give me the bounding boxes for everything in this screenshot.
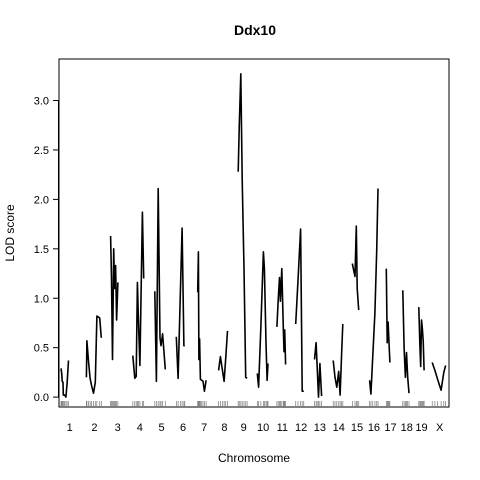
x-tick-label: 17	[384, 422, 396, 434]
x-axis: 1 2 3 4 5 6 7 8 9 10 11 12 13 14 15 16 17 18 19 X	[67, 422, 444, 434]
lod-curve-chr11	[276, 267, 287, 365]
lod-curve-chr1	[60, 360, 70, 398]
lod-curve-chr4	[132, 211, 145, 380]
lod-curve-chr9	[237, 73, 248, 379]
x-tick-label: 9	[241, 422, 247, 434]
y-tick-label: 3.0	[34, 96, 49, 108]
lod-curve-chr8	[217, 330, 229, 383]
x-tick-label: 2	[91, 422, 97, 434]
x-tick-label: X	[436, 422, 444, 434]
y-tick-label: 1.0	[34, 293, 49, 305]
lod-curve-chr13	[313, 341, 323, 398]
chart-title: Ddx10	[234, 22, 276, 38]
x-tick-label: 16	[368, 422, 380, 434]
x-tick-label: 13	[314, 422, 326, 434]
y-axis: 0.0 0.5 1.0 1.5 2.0 2.5 3.0	[34, 96, 59, 404]
y-tick-label: 2.5	[34, 145, 49, 157]
x-tick-label: 14	[333, 422, 345, 434]
x-axis-label: Chromosome	[218, 451, 290, 465]
x-tick-label: 11	[277, 422, 288, 434]
lod-curve-chr17	[385, 268, 391, 363]
lod-curve-chr15	[351, 225, 360, 311]
y-tick-label: 0.0	[34, 392, 49, 404]
lod-curve-chr16	[368, 188, 379, 395]
plot-frame	[58, 58, 450, 408]
x-tick-label: 8	[221, 422, 227, 434]
x-tick-label: 5	[158, 422, 164, 434]
lod-curve-chr12	[294, 228, 304, 393]
lod-curves	[60, 73, 447, 398]
lod-curve-chr14	[332, 323, 344, 396]
lod-curve-chr10	[256, 251, 269, 389]
x-tick-label: 12	[295, 422, 307, 434]
lod-curve-chr5	[154, 187, 167, 383]
lod-curve-chr3	[109, 235, 119, 361]
marker-rug	[60, 401, 446, 407]
lod-curve-chr6	[175, 227, 185, 380]
lod-curve-chr19	[418, 307, 425, 371]
y-tick-label: 1.5	[34, 244, 49, 256]
x-tick-label: 18	[401, 422, 413, 434]
x-tick-label: 10	[257, 422, 269, 434]
x-tick-label: 6	[180, 422, 186, 434]
lod-curve-chr18	[402, 290, 410, 394]
lod-curve-chr7	[196, 251, 207, 393]
y-tick-label: 0.5	[34, 343, 49, 355]
x-tick-label: 4	[137, 422, 143, 434]
x-tick-label: 3	[115, 422, 121, 434]
lod-curve-chr2	[85, 315, 103, 395]
x-tick-label: 15	[351, 422, 363, 434]
y-tick-label: 2.0	[34, 194, 49, 206]
y-axis-label: LOD score	[3, 204, 17, 262]
x-tick-label: 1	[67, 422, 73, 434]
lod-curve-chrX	[431, 362, 447, 392]
x-tick-label: 7	[201, 422, 207, 434]
x-tick-label: 19	[415, 422, 427, 434]
